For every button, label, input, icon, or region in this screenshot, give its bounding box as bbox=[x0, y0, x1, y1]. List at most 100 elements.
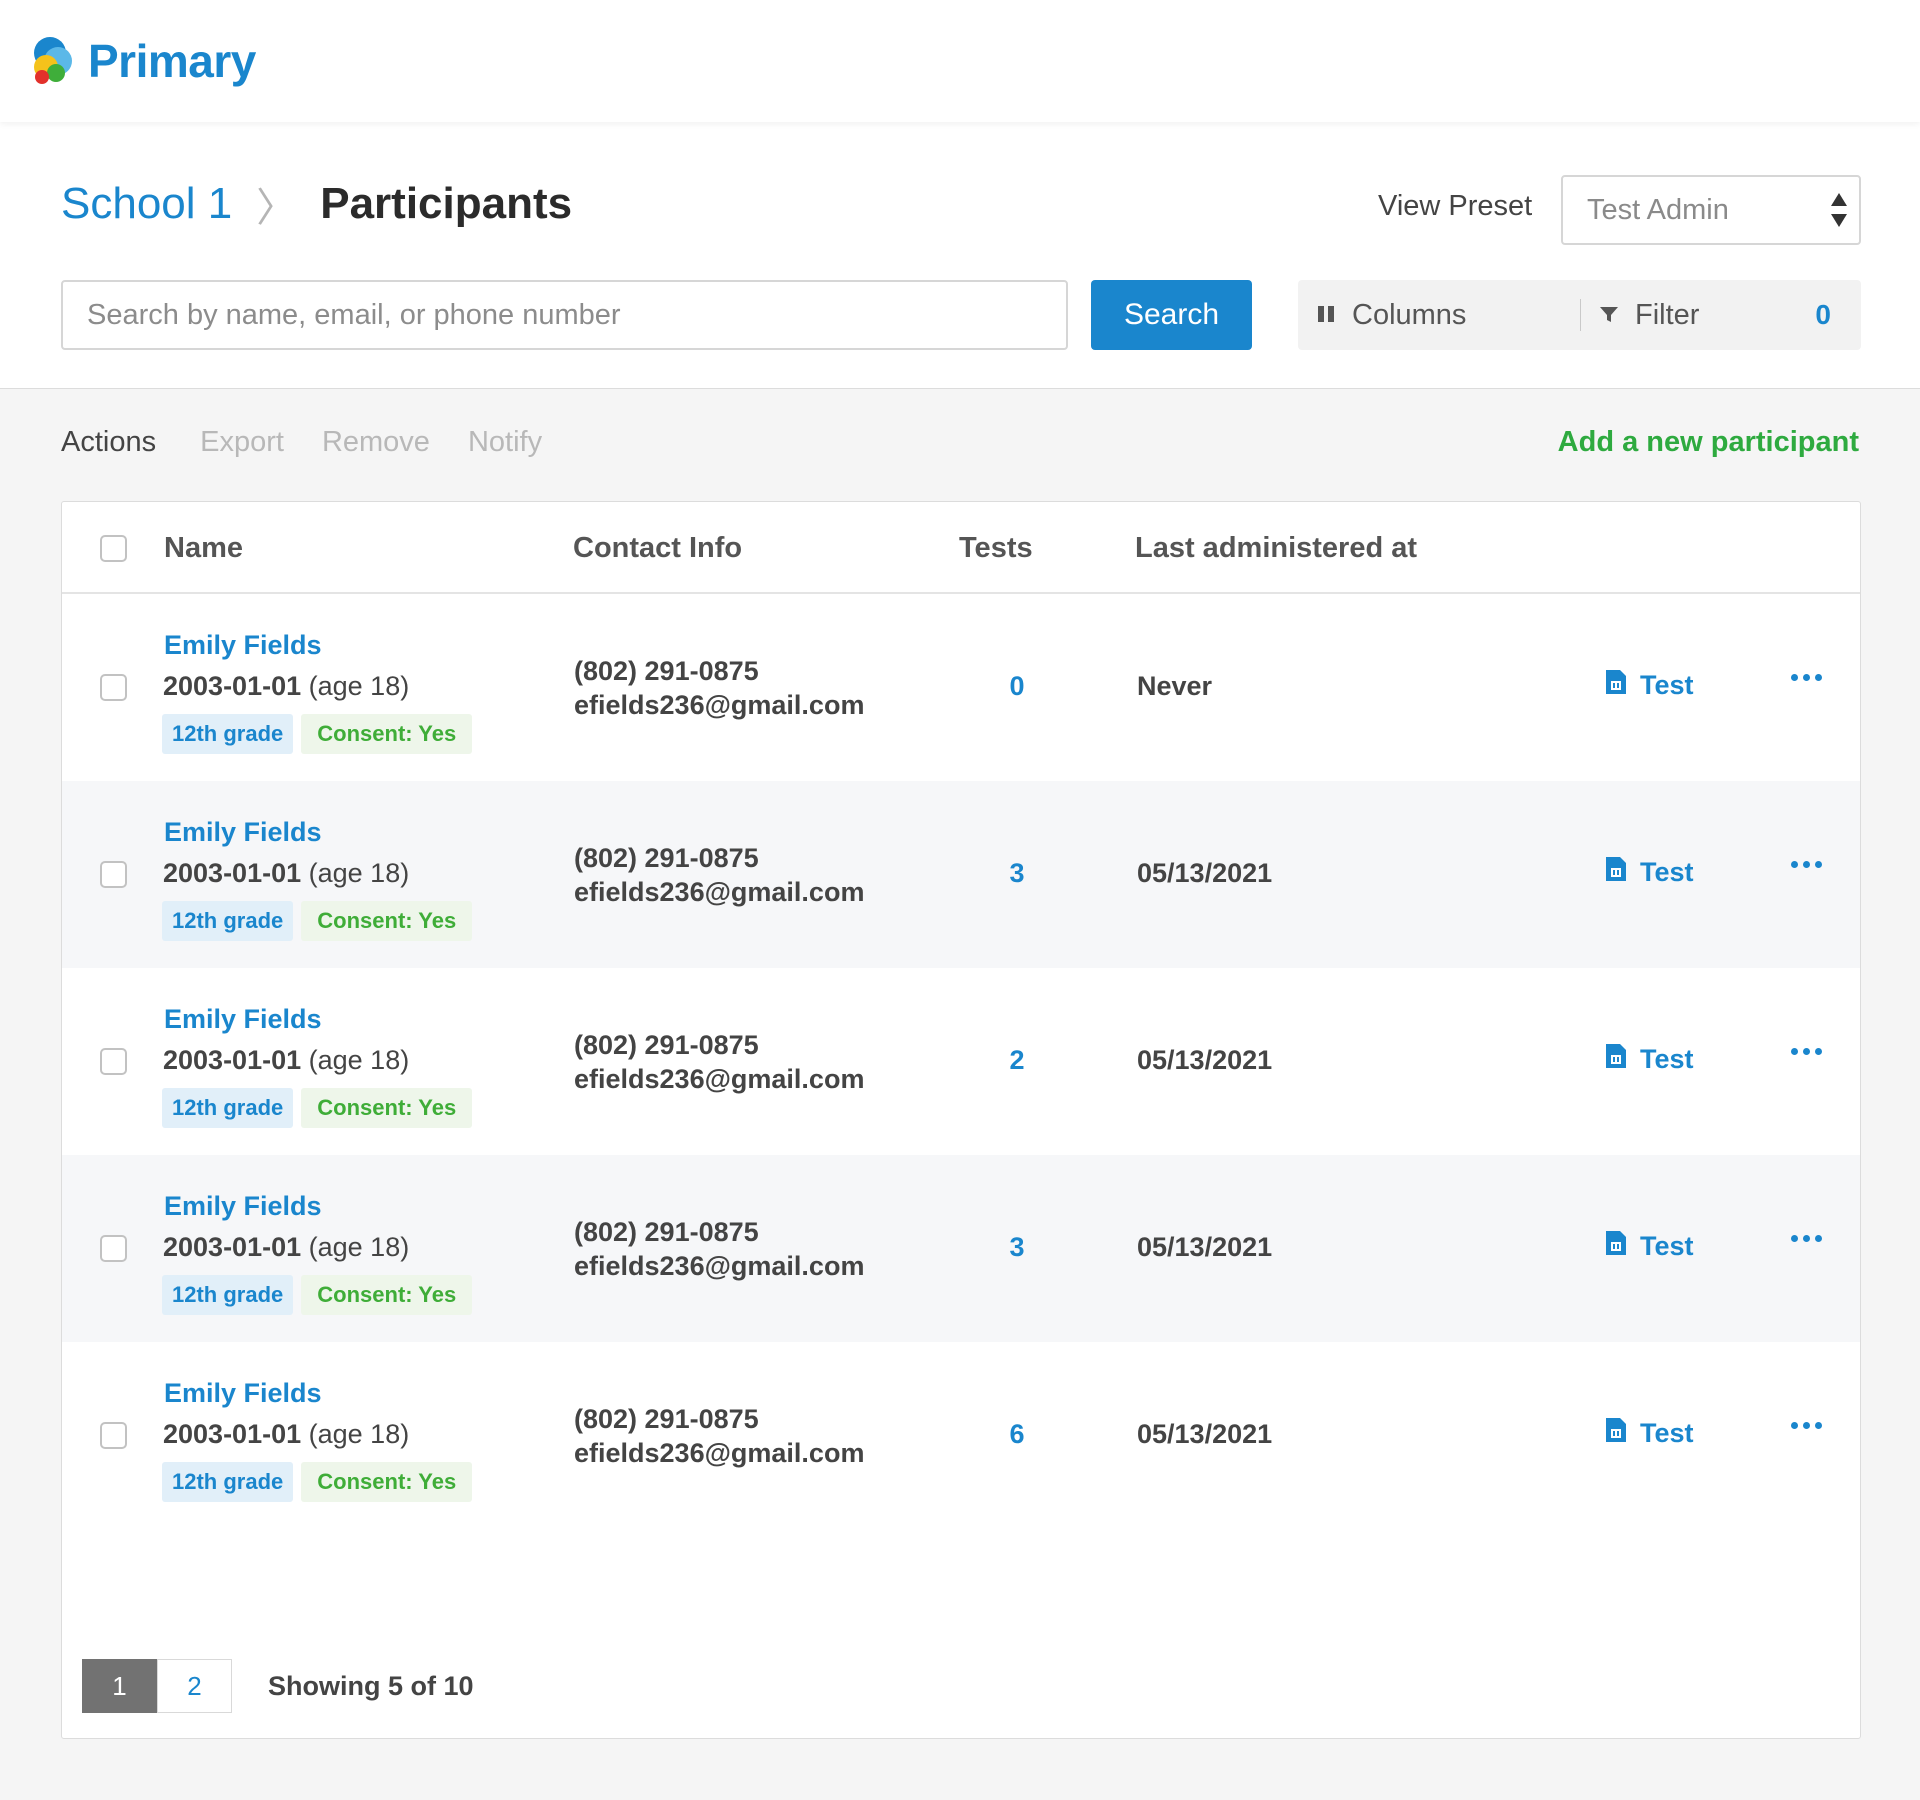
age-value: (age 18) bbox=[308, 1232, 410, 1262]
dob-value: 2003-01-01 bbox=[163, 1232, 302, 1262]
phone-number: (802) 291-0875 bbox=[574, 656, 759, 686]
test-button[interactable]: Test bbox=[1606, 1418, 1694, 1449]
grade-tag: 12th grade bbox=[162, 714, 294, 754]
row-checkbox[interactable] bbox=[100, 674, 127, 701]
phone-number: (802) 291-0875 bbox=[574, 1217, 759, 1247]
row-checkbox[interactable] bbox=[100, 861, 127, 888]
email-address: efields236@gmail.com bbox=[574, 690, 865, 720]
phone-number: (802) 291-0875 bbox=[574, 1030, 759, 1060]
filter-button[interactable]: Filter 0 bbox=[1581, 299, 1861, 332]
tests-count-link[interactable]: 3 bbox=[1009, 1232, 1025, 1262]
participant-dob: 2003-01-01 (age 18) bbox=[163, 858, 409, 889]
columns-button[interactable]: Columns bbox=[1298, 299, 1580, 332]
test-button[interactable]: Test bbox=[1606, 670, 1694, 701]
tools-divider bbox=[1580, 299, 1581, 331]
participant-name-link[interactable]: Emily Fields bbox=[164, 630, 322, 660]
notify-action[interactable]: Notify bbox=[467, 426, 543, 458]
page-title: Participants bbox=[320, 179, 573, 228]
table-header: Name Contact Info Tests Last administere… bbox=[62, 502, 1860, 594]
email-address: efields236@gmail.com bbox=[574, 1251, 865, 1281]
age-value: (age 18) bbox=[308, 671, 410, 701]
age-value: (age 18) bbox=[308, 1045, 410, 1075]
view-preset-select[interactable]: Test Admin bbox=[1561, 175, 1861, 245]
add-participant-link[interactable]: Add a new participant bbox=[1557, 426, 1859, 458]
more-dots-icon[interactable] bbox=[1791, 1235, 1822, 1242]
tests-count-link[interactable]: 6 bbox=[1009, 1419, 1025, 1449]
table-tools: Columns Filter 0 bbox=[1298, 280, 1861, 350]
participant-dob: 2003-01-01 (age 18) bbox=[163, 1045, 409, 1076]
consent-tag: Consent: Yes bbox=[301, 1462, 473, 1502]
participant-dob: 2003-01-01 (age 18) bbox=[163, 1232, 409, 1263]
age-value: (age 18) bbox=[308, 858, 410, 888]
table-row: Emily Fields 2003-01-01 (age 18) 12th gr… bbox=[62, 1155, 1860, 1342]
consent-tag: Consent: Yes bbox=[301, 901, 473, 941]
actions-bar: Actions Export Remove Notify Add a new p… bbox=[61, 426, 1859, 459]
column-header-contact[interactable]: Contact Info bbox=[573, 532, 743, 564]
contact-info: (802) 291-0875 efields236@gmail.com bbox=[574, 1028, 864, 1096]
tests-count-link[interactable]: 0 bbox=[1009, 671, 1025, 701]
search-input[interactable] bbox=[61, 280, 1068, 350]
last-administered: 05/13/2021 bbox=[1137, 1045, 1273, 1075]
participant-tags: 12th grade Consent: Yes bbox=[162, 714, 473, 754]
table-row: Emily Fields 2003-01-01 (age 18) 12th gr… bbox=[62, 1342, 1860, 1529]
test-button[interactable]: Test bbox=[1606, 1044, 1694, 1075]
pagination: 1 2 Showing 5 of 10 bbox=[82, 1659, 474, 1713]
phone-number: (802) 291-0875 bbox=[574, 843, 759, 873]
page-button-2[interactable]: 2 bbox=[157, 1659, 232, 1713]
test-button[interactable]: Test bbox=[1606, 1231, 1694, 1262]
export-action[interactable]: Export bbox=[200, 426, 284, 458]
participant-dob: 2003-01-01 (age 18) bbox=[163, 1419, 409, 1450]
row-checkbox[interactable] bbox=[100, 1422, 127, 1449]
breadcrumb-school-link[interactable]: School 1 bbox=[61, 179, 233, 228]
more-dots-icon[interactable] bbox=[1791, 674, 1822, 681]
grade-tag: 12th grade bbox=[162, 1462, 294, 1502]
grade-tag: 12th grade bbox=[162, 1088, 294, 1128]
grade-tag: 12th grade bbox=[162, 1275, 294, 1315]
email-address: efields236@gmail.com bbox=[574, 877, 865, 907]
participant-tags: 12th grade Consent: Yes bbox=[162, 1275, 473, 1315]
table-row: Emily Fields 2003-01-01 (age 18) 12th gr… bbox=[62, 594, 1860, 781]
search-button[interactable]: Search bbox=[1091, 280, 1252, 350]
participant-name-link[interactable]: Emily Fields bbox=[164, 1378, 322, 1408]
column-header-tests[interactable]: Tests bbox=[959, 532, 1033, 564]
brand-logo[interactable]: Primary bbox=[28, 31, 256, 92]
tests-count-link[interactable]: 2 bbox=[1009, 1045, 1025, 1075]
select-all-checkbox[interactable] bbox=[100, 535, 127, 562]
dob-value: 2003-01-01 bbox=[163, 671, 302, 701]
more-dots-icon[interactable] bbox=[1791, 861, 1822, 868]
column-header-name[interactable]: Name bbox=[164, 532, 243, 564]
view-preset-label: View Preset bbox=[1378, 190, 1533, 222]
last-administered: 05/13/2021 bbox=[1137, 858, 1273, 888]
email-address: efields236@gmail.com bbox=[574, 1438, 865, 1468]
test-button[interactable]: Test bbox=[1606, 857, 1694, 888]
more-dots-icon[interactable] bbox=[1791, 1422, 1822, 1429]
more-dots-icon[interactable] bbox=[1791, 1048, 1822, 1055]
row-checkbox[interactable] bbox=[100, 1235, 127, 1262]
document-icon bbox=[1606, 670, 1626, 701]
top-bar: Primary bbox=[0, 0, 1920, 122]
participant-name-link[interactable]: Emily Fields bbox=[164, 817, 322, 847]
actions-label: Actions bbox=[61, 426, 157, 458]
document-icon bbox=[1606, 1231, 1626, 1262]
dob-value: 2003-01-01 bbox=[163, 1419, 302, 1449]
contact-info: (802) 291-0875 efields236@gmail.com bbox=[574, 1215, 864, 1283]
remove-action[interactable]: Remove bbox=[321, 426, 430, 458]
participant-tags: 12th grade Consent: Yes bbox=[162, 1462, 473, 1502]
contact-info: (802) 291-0875 efields236@gmail.com bbox=[574, 1402, 864, 1470]
columns-label: Columns bbox=[1352, 298, 1467, 331]
page-button-1[interactable]: 1 bbox=[82, 1659, 157, 1713]
breadcrumb-chevron-icon: 〉 bbox=[256, 186, 297, 230]
test-label: Test bbox=[1640, 670, 1694, 700]
row-checkbox[interactable] bbox=[100, 1048, 127, 1075]
view-preset-value: Test Admin bbox=[1587, 193, 1729, 226]
last-administered: 05/13/2021 bbox=[1137, 1419, 1273, 1449]
filter-icon bbox=[1599, 299, 1619, 332]
last-administered: Never bbox=[1137, 671, 1213, 701]
column-header-last-administered[interactable]: Last administered at bbox=[1135, 532, 1418, 564]
tests-count-link[interactable]: 3 bbox=[1009, 858, 1025, 888]
participants-table: Name Contact Info Tests Last administere… bbox=[61, 501, 1861, 1739]
participant-name-link[interactable]: Emily Fields bbox=[164, 1004, 322, 1034]
age-value: (age 18) bbox=[308, 1419, 410, 1449]
grade-tag: 12th grade bbox=[162, 901, 294, 941]
participant-name-link[interactable]: Emily Fields bbox=[164, 1191, 322, 1221]
